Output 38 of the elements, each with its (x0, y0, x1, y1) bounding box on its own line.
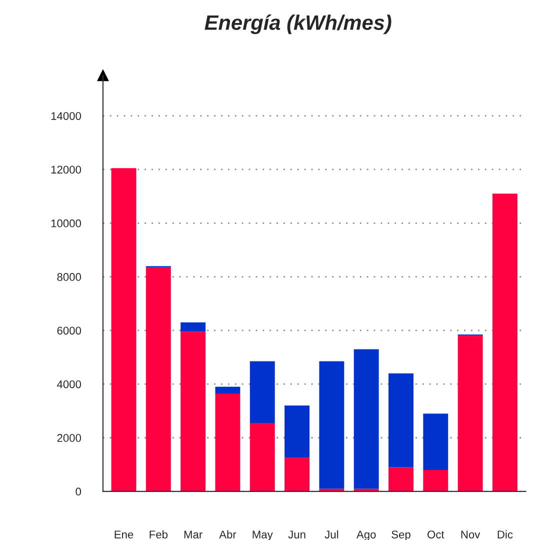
bar (319, 361, 344, 489)
bar (284, 458, 310, 492)
x-tick-label: Mar (184, 530, 202, 538)
bar (354, 488, 379, 492)
bar (215, 393, 240, 492)
bar (319, 488, 344, 492)
x-tick-label: Ene (114, 530, 134, 538)
x-tick-label: Oct (428, 530, 444, 538)
x-tick-label: Feb (150, 530, 168, 538)
y-tick-label: 0 (76, 488, 82, 496)
x-tick-label: Jul (324, 530, 338, 538)
bar (180, 322, 206, 332)
x-tick-label: Jun (288, 530, 306, 538)
y-tick-label: 6000 (57, 326, 82, 335)
y-tick-label: 2000 (57, 434, 82, 442)
x-tick-label: Nov (461, 530, 480, 538)
bar (215, 386, 240, 394)
bar (250, 422, 275, 492)
bar (284, 406, 310, 458)
bar (146, 267, 171, 492)
bar (354, 349, 379, 489)
bar (388, 373, 414, 468)
y-tick-label: 4000 (56, 380, 82, 388)
chart-title: Energía (kWh/mes) (204, 14, 392, 34)
bar (388, 467, 414, 492)
x-tick-label: Abr (219, 530, 236, 538)
y-tick-label: 10000 (51, 219, 82, 228)
bar (458, 336, 483, 492)
bar (180, 332, 206, 492)
bar (492, 194, 518, 492)
x-tick-label: Dic (498, 530, 513, 538)
bar (423, 470, 448, 492)
bar (250, 361, 275, 423)
y-tick-label: 8000 (57, 273, 82, 281)
y-tick-label: 14000 (51, 112, 82, 120)
y-tick-label: 12000 (51, 166, 82, 174)
bar (111, 168, 136, 492)
bar (423, 414, 448, 470)
